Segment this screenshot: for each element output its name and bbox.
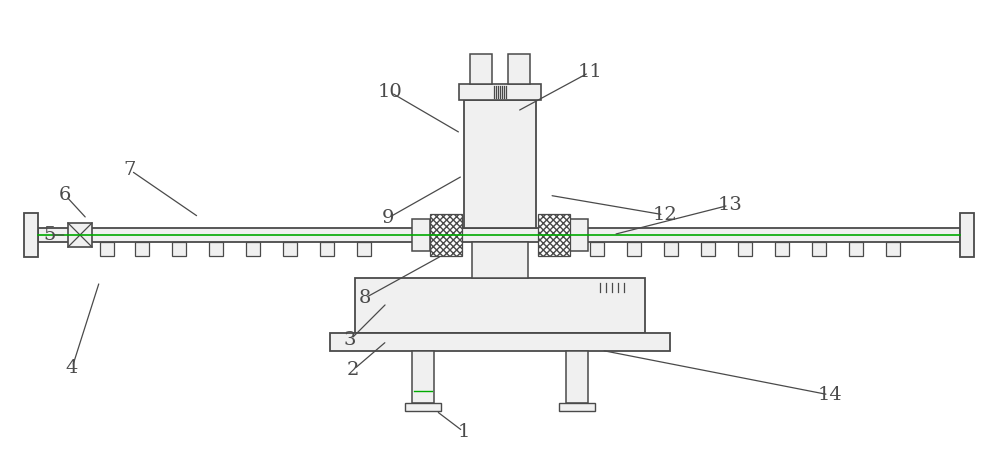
Bar <box>664 242 678 256</box>
Text: 14: 14 <box>818 386 842 404</box>
Bar <box>470 54 492 84</box>
Text: 1: 1 <box>458 423 470 441</box>
Bar <box>330 333 670 351</box>
Bar <box>357 242 371 256</box>
Bar <box>68 223 92 247</box>
Text: 11: 11 <box>578 63 602 81</box>
Bar <box>570 219 588 251</box>
Bar <box>627 242 641 256</box>
Bar <box>283 242 297 256</box>
Bar <box>849 242 863 256</box>
Bar <box>24 213 38 257</box>
Bar <box>430 214 462 256</box>
Bar <box>38 228 960 242</box>
Bar <box>209 242 223 256</box>
Text: 9: 9 <box>382 209 394 227</box>
Bar <box>412 219 430 251</box>
Bar <box>559 403 595 411</box>
Bar <box>738 242 752 256</box>
Text: 7: 7 <box>124 161 136 179</box>
Bar <box>701 242 715 256</box>
Bar <box>135 242 149 256</box>
Text: 6: 6 <box>59 186 71 204</box>
Bar <box>886 242 900 256</box>
Text: 3: 3 <box>344 331 356 349</box>
Bar <box>320 242 334 256</box>
Bar <box>246 242 260 256</box>
Bar <box>100 242 114 256</box>
Bar <box>812 242 826 256</box>
Bar <box>508 54 530 84</box>
Bar <box>464 100 536 228</box>
Bar <box>412 351 434 403</box>
Bar <box>405 403 441 411</box>
Bar <box>459 84 541 100</box>
Text: 5: 5 <box>44 226 56 244</box>
Text: 10: 10 <box>378 83 402 101</box>
Text: 4: 4 <box>66 359 78 377</box>
Bar <box>172 242 186 256</box>
Text: 12: 12 <box>653 206 677 224</box>
Bar <box>960 213 974 257</box>
Bar <box>472 242 528 278</box>
Text: 8: 8 <box>359 289 371 307</box>
Text: 13: 13 <box>718 196 742 214</box>
Text: 2: 2 <box>347 361 359 379</box>
Bar <box>590 242 604 256</box>
Bar <box>566 351 588 403</box>
Bar <box>355 278 645 333</box>
Bar <box>538 214 570 256</box>
Bar <box>775 242 789 256</box>
